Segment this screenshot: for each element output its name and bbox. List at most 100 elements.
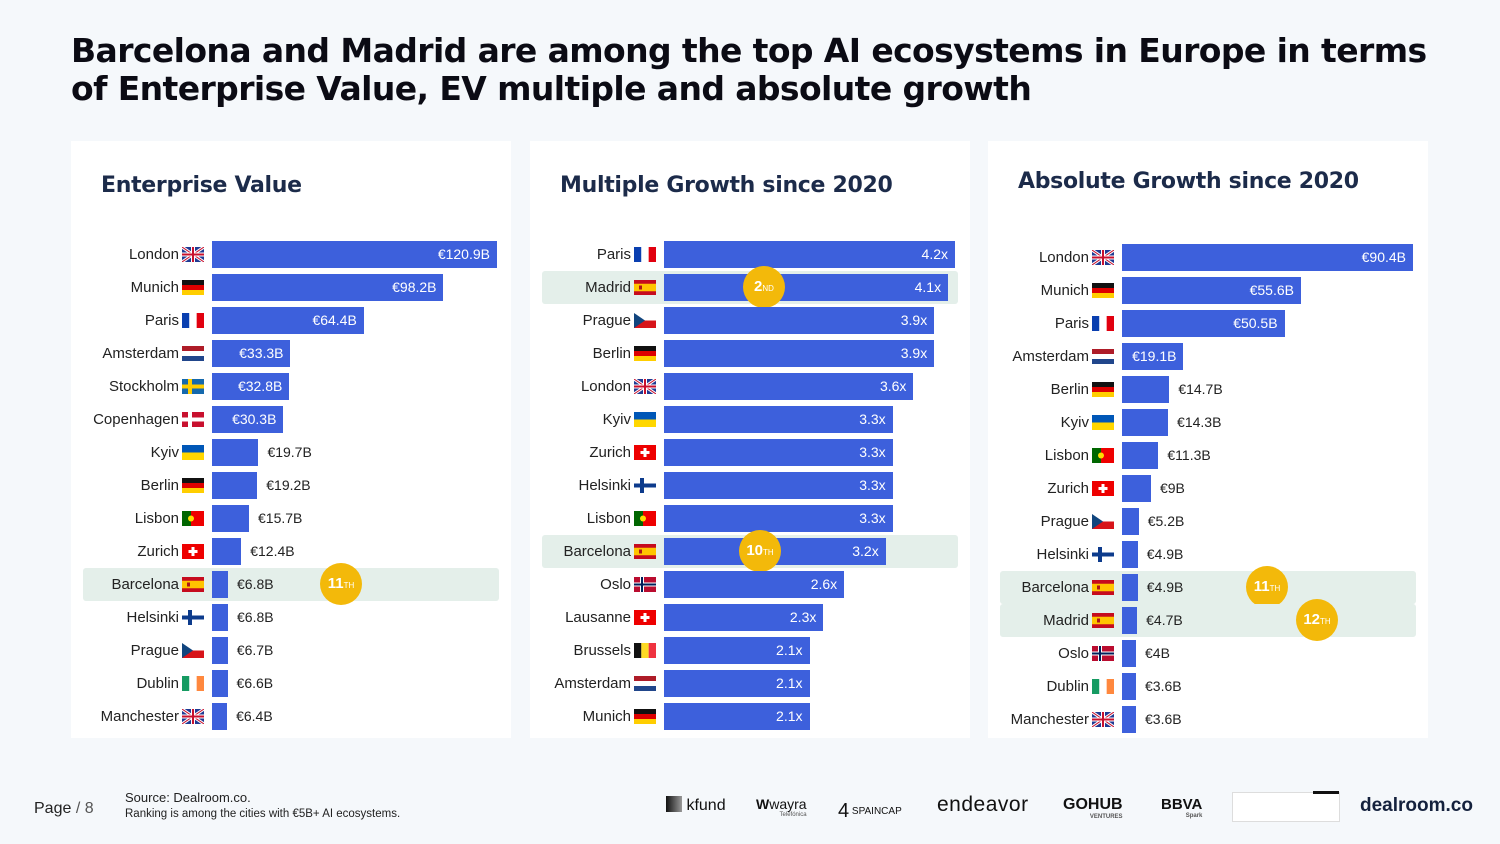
value-label: 4.1x [914, 279, 942, 295]
logo-wayra: Wwayra Telefónica [756, 796, 807, 818]
city-label: Barcelona [111, 576, 179, 593]
rank-badge: 10TH [739, 530, 781, 572]
bar [1122, 706, 1136, 733]
bar [212, 373, 290, 400]
bar [212, 637, 228, 664]
city-label: Munich [582, 708, 631, 725]
bar [212, 307, 364, 334]
flag-es-icon [1092, 613, 1114, 628]
bar-row-madrid: Madrid €4.7B 12TH [988, 599, 1428, 641]
logo-text: SPAINCAP [851, 806, 902, 817]
flag-es-icon [634, 544, 656, 559]
city-label: Paris [144, 312, 179, 329]
bar [664, 472, 893, 499]
bar-row-prague: Prague €5.2B [988, 505, 1428, 538]
flag-es-icon [634, 280, 656, 295]
flag-ch-icon [1092, 481, 1114, 496]
flag-nl-icon [634, 676, 656, 691]
rank-suffix: TH [1320, 617, 1331, 626]
bar-row-barcelona: Barcelona €4.9B 11TH [988, 566, 1428, 608]
bar-row-munich: Munich 2.1x [530, 700, 970, 733]
kfund-icon [666, 796, 682, 812]
bar-row-helsinki: Helsinki €6.8B [71, 601, 511, 634]
bar [212, 472, 258, 499]
flag-es-icon [1092, 580, 1114, 595]
bar-row-zurich: Zurich €9B [988, 472, 1428, 505]
bar [212, 538, 242, 565]
value-label: 3.9x [900, 345, 928, 361]
bar-row-berlin: Berlin €19.2B [71, 469, 511, 502]
bar [664, 571, 845, 598]
value-label: 3.3x [859, 510, 886, 526]
bar-row-manchester: Manchester €3.6B [988, 703, 1428, 736]
city-label: Munich [1040, 282, 1089, 299]
value-label: 3.9x [900, 312, 928, 328]
bar [1122, 244, 1413, 271]
value-label: €55.6B [1249, 282, 1294, 298]
flag-fi-icon [1092, 547, 1114, 562]
bar-row-dublin: Dublin €3.6B [988, 670, 1428, 703]
city-label: Brussels [573, 642, 631, 659]
city-label: Munich [130, 279, 179, 296]
panel-enterprise-value: Enterprise Value London €120.9B Munich €98.… [71, 141, 511, 738]
rank-badge: 11TH [1246, 566, 1288, 608]
value-label: 3.3x [859, 477, 886, 493]
city-label: Stockholm [108, 378, 179, 395]
bar [1122, 442, 1159, 469]
bar-row-barcelona: Barcelona 3.2x 10TH [530, 530, 970, 572]
panel-multiple-growth: Multiple Growth since 2020 Paris 4.2x Madr… [530, 141, 970, 738]
city-label: Dublin [136, 675, 179, 692]
bar [212, 406, 284, 433]
bar [212, 670, 228, 697]
logo-text: BBVA [1161, 796, 1203, 813]
bar [664, 703, 810, 730]
value-label: €33.3B [239, 345, 284, 361]
value-label: €6.8B [237, 576, 274, 592]
bar-row-prague: Prague €6.7B [71, 634, 511, 667]
logo-spaincap: 4 SPAINCAP [838, 800, 902, 822]
bar [1122, 640, 1136, 667]
flag-pt-icon [182, 511, 204, 526]
flag-nl-icon [1092, 349, 1114, 364]
bar-row-london: London €120.9B [71, 238, 511, 271]
value-label: €6.7B [236, 642, 274, 658]
city-label: Lisbon [134, 510, 179, 527]
rank-badge: 12TH [1296, 599, 1338, 641]
bar-row-oslo: Oslo €4B [988, 637, 1428, 670]
value-label: 3.2x [852, 543, 879, 559]
flag-gb-icon [633, 377, 657, 396]
bar [212, 439, 259, 466]
value-label: 2.6x [810, 576, 838, 592]
bar [212, 505, 249, 532]
city-label: Prague [1040, 513, 1089, 530]
city-label: Copenhagen [93, 411, 179, 428]
flag-no-icon [634, 577, 656, 592]
city-label: Berlin [140, 477, 179, 494]
page-label: Page [34, 800, 72, 817]
bar [1122, 607, 1138, 634]
bar-row-zurich: Zurich 3.3x [530, 436, 970, 469]
bar [1122, 310, 1285, 337]
flag-gb-icon [181, 707, 205, 726]
flag-de-icon [182, 478, 204, 493]
city-label: Dublin [1046, 678, 1089, 695]
ranking-note: Ranking is among the cities with €5B+ AI… [125, 808, 401, 820]
rank-number: 11 [1253, 578, 1270, 595]
value-label: 2.1x [776, 675, 803, 691]
city-label: Helsinki [578, 477, 631, 494]
flag-gb-icon [1091, 248, 1115, 267]
bar [664, 373, 914, 400]
bar-row-oslo: Oslo 2.6x [530, 568, 970, 601]
bar [1122, 376, 1170, 403]
value-label: €120.9B [437, 246, 490, 262]
bar-row-stockholm: Stockholm €32.8B [71, 370, 511, 403]
value-label: €4.7B [1146, 612, 1183, 628]
logo-kfund: kfund [666, 796, 726, 815]
bar-row-helsinki: Helsinki 3.3x [530, 469, 970, 502]
bar-row-lisbon: Lisbon €15.7B [71, 502, 511, 535]
city-label: London [1038, 249, 1089, 266]
city-label: Paris [596, 246, 631, 263]
value-label: €50.5B [1233, 315, 1278, 331]
logo-sub: VENTURES [1089, 814, 1123, 820]
value-label: €12.4B [250, 543, 295, 559]
